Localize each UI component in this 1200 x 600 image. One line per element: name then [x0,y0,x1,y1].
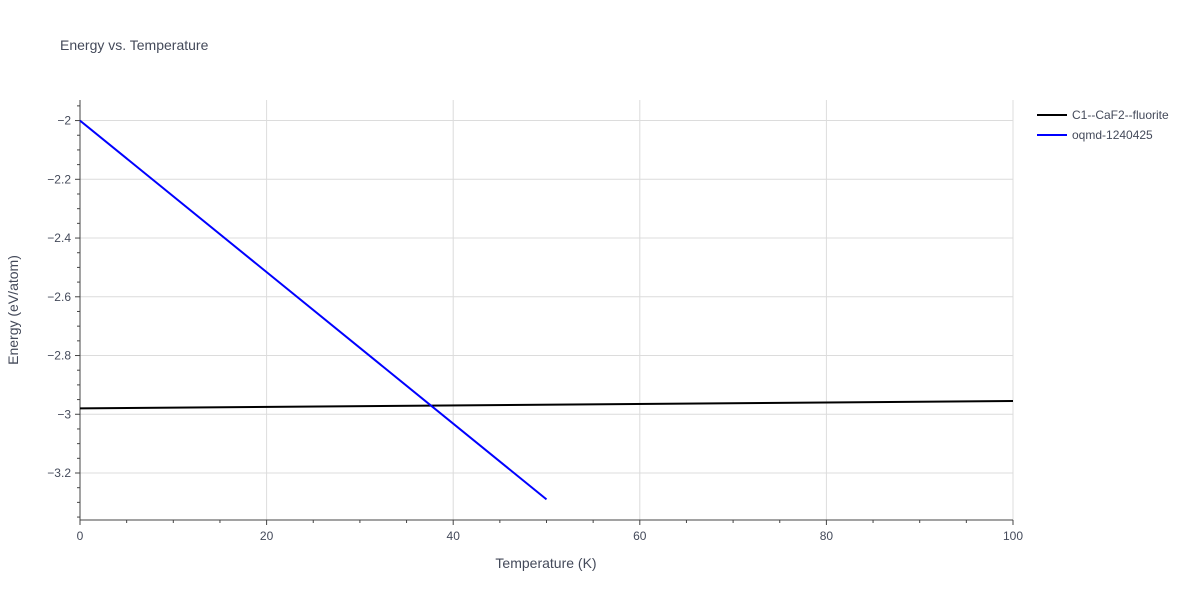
legend-label: C1--CaF2--fluorite [1072,108,1169,122]
legend-label: oqmd-1240425 [1072,128,1153,142]
x-tick-label: 80 [820,529,834,543]
series-line-2 [79,119,548,501]
x-tick-label: 60 [633,529,647,543]
axes: 0 20 40 60 80 100 −2 −2.2 −2.4 −2.6 −2.8 −3 −3.2 [47,100,1023,543]
x-tick-label: 100 [1003,529,1023,543]
y-tick-label: −2.4 [47,231,71,245]
legend-item[interactable]: C1--CaF2--fluorite [1037,108,1169,122]
x-axis-title: Temperature (K) [495,555,596,571]
y-tick-label: −2 [57,114,71,128]
y-tick-label: −3 [57,407,71,421]
y-tick-label: −2.2 [47,172,71,186]
grid [79,100,1014,520]
chart-title: Energy vs. Temperature [60,37,209,53]
legend[interactable]: C1--CaF2--fluorite oqmd-1240425 [1037,108,1169,142]
y-tick-label: −2.6 [47,290,71,304]
x-tick-label: 20 [260,529,274,543]
series-lines [79,119,1014,501]
y-tick-label: −3.2 [47,466,71,480]
y-tick-label: −2.8 [47,349,71,363]
y-axis-title: Energy (eV/atom) [5,255,21,365]
series-line-1 [79,400,1014,410]
x-tick-label: 0 [77,529,84,543]
legend-item[interactable]: oqmd-1240425 [1037,128,1153,142]
x-tick-label: 40 [447,529,461,543]
